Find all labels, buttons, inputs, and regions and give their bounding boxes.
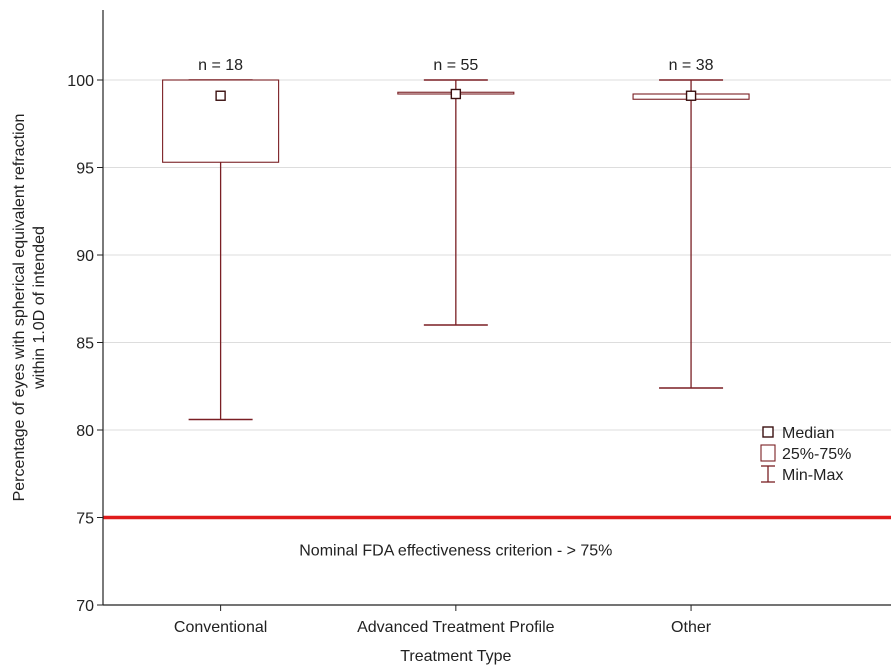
legend: Median 25%-75% Min-Max bbox=[760, 425, 851, 484]
fda-criterion-label: Nominal FDA effectiveness criterion - > … bbox=[299, 543, 612, 560]
y-tick-label: 75 bbox=[76, 511, 94, 528]
box-group: n = 18 bbox=[162, 57, 280, 421]
y-tick-label: 100 bbox=[67, 73, 94, 90]
axes bbox=[102, 10, 891, 606]
y-tick-label: 90 bbox=[76, 248, 94, 265]
median-marker bbox=[450, 88, 462, 100]
median-marker bbox=[215, 90, 226, 101]
y-axis-title: Percentage of eyes with spherical equiva… bbox=[11, 114, 48, 502]
median-marker bbox=[685, 90, 697, 101]
box-group: n = 38 bbox=[632, 57, 750, 389]
legend-item: 25%-75% bbox=[760, 444, 851, 463]
reference-line-group: Nominal FDA effectiveness criterion - > … bbox=[103, 515, 891, 560]
sample-size-label: n = 18 bbox=[198, 57, 243, 74]
legend-label: Min-Max bbox=[782, 467, 843, 484]
y-tick-label: 80 bbox=[76, 423, 94, 440]
y-tick-label: 70 bbox=[76, 598, 94, 615]
legend-item: Median bbox=[762, 425, 834, 442]
x-tick-label: Conventional bbox=[174, 619, 267, 636]
y-tick-labels: 70 75 80 85 90 95 100 bbox=[67, 73, 103, 615]
sample-size-label: n = 38 bbox=[669, 57, 714, 74]
x-axis-title: Treatment Type bbox=[400, 648, 511, 665]
legend-label: 25%-75% bbox=[782, 446, 851, 463]
y-tick-label: 85 bbox=[76, 336, 94, 353]
y-axis-title-line-1: Percentage of eyes with spherical equiva… bbox=[11, 114, 28, 502]
x-tick-labels: Conventional Advanced Treatment Profile Ot… bbox=[174, 605, 712, 636]
legend-item: Min-Max bbox=[761, 465, 843, 484]
legend-box-icon bbox=[760, 444, 776, 462]
legend-median-icon bbox=[762, 426, 774, 438]
x-tick-label: Advanced Treatment Profile bbox=[357, 619, 555, 636]
x-tick-label: Other bbox=[671, 619, 712, 636]
sample-size-label: n = 55 bbox=[433, 57, 478, 74]
boxes: n = 18 n = 55 n = 38 bbox=[162, 57, 750, 421]
legend-label: Median bbox=[782, 425, 834, 442]
box-group: n = 55 bbox=[397, 57, 515, 326]
y-axis-title-line-2: within 1.0D of intended bbox=[31, 226, 48, 390]
y-tick-label: 95 bbox=[76, 161, 94, 178]
